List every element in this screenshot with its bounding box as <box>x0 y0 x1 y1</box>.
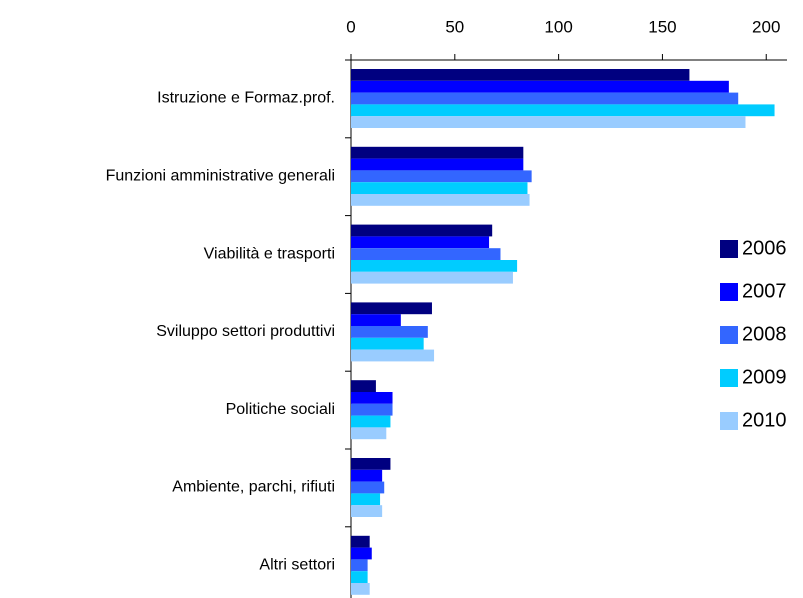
bar <box>351 194 530 206</box>
bar <box>351 403 393 416</box>
x-tick-label: 100 <box>544 17 572 36</box>
legend-label: 2009 <box>742 366 787 388</box>
bar <box>351 535 370 548</box>
category-label: Funzioni amministrative generali <box>106 168 335 185</box>
bar <box>351 116 746 128</box>
bar <box>351 337 424 350</box>
bar <box>351 571 368 583</box>
bar <box>351 505 383 517</box>
category-label: Sviluppo settori produttivi <box>156 323 335 340</box>
category-label: Ambiente, parchi, rifiuti <box>172 479 335 496</box>
bar <box>351 104 775 117</box>
bar <box>351 427 387 440</box>
x-tick-label: 0 <box>346 17 355 36</box>
legend-swatch <box>720 412 738 430</box>
bar <box>351 326 428 338</box>
bar <box>351 469 383 482</box>
legend-label: 2006 <box>742 237 787 259</box>
legend-label: 2007 <box>742 280 787 302</box>
x-tick-label: 50 <box>445 17 464 36</box>
bar <box>351 170 532 183</box>
bar <box>351 69 690 81</box>
bar <box>351 271 513 284</box>
bar <box>351 493 381 506</box>
bar <box>351 547 372 560</box>
x-tick-label: 200 <box>752 17 780 36</box>
category-label: Viabilità e trasporti <box>204 245 335 262</box>
bar <box>351 481 385 494</box>
bar <box>351 349 435 362</box>
bar <box>351 158 524 171</box>
legend-swatch <box>720 283 738 301</box>
legend-swatch <box>720 240 738 258</box>
bar <box>351 80 729 93</box>
bar <box>351 314 401 326</box>
legend-label: 2008 <box>742 323 787 345</box>
bar <box>351 236 490 249</box>
category-label: Altri settori <box>259 557 335 574</box>
x-tick-label: 150 <box>648 17 676 36</box>
bar <box>351 224 493 237</box>
legend-swatch <box>720 326 738 344</box>
bar <box>351 92 739 105</box>
bar <box>351 458 391 470</box>
bar <box>351 248 501 260</box>
bar <box>351 182 528 194</box>
category-label: Politiche sociali <box>226 401 335 418</box>
bar <box>351 392 393 404</box>
bar <box>351 260 518 272</box>
legend-swatch <box>720 369 738 387</box>
bar <box>351 415 391 428</box>
bar <box>351 583 370 595</box>
bar <box>351 302 432 315</box>
legend-label: 2010 <box>742 409 787 431</box>
bar <box>351 380 376 392</box>
bar <box>351 559 368 572</box>
bar <box>351 146 524 159</box>
category-label: Istruzione e Formaz.prof. <box>157 90 335 107</box>
